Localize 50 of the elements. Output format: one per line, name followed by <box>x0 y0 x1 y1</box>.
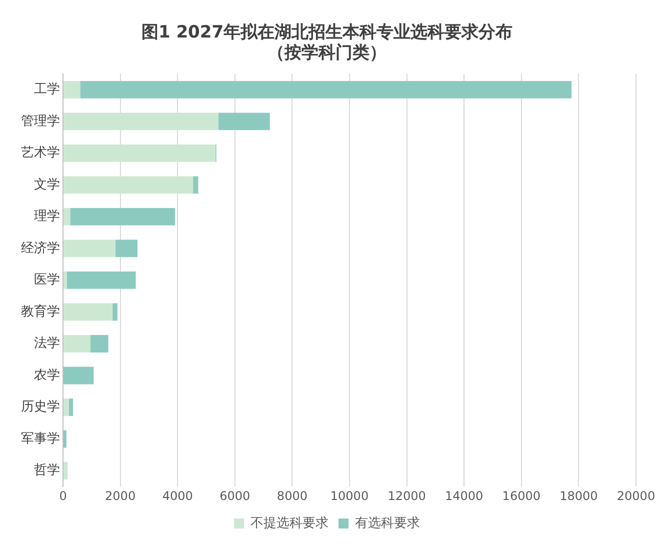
text: 图1 2027年拟在湖北招生本科专业选科要求分布 <box>141 22 513 43</box>
y-tick-label: 农学 <box>34 368 60 383</box>
bar <box>64 334 90 352</box>
x-tick-label: 4000 <box>162 488 193 503</box>
bar <box>90 334 108 352</box>
y-tick-label: 教育学 <box>21 303 60 320</box>
x-tick-label: 20000 <box>616 488 656 503</box>
bar <box>70 208 176 226</box>
legend-label: 有选科要求 <box>355 516 420 531</box>
x-tick-label: 0 <box>59 488 67 503</box>
bar <box>64 176 194 194</box>
bar <box>112 303 118 321</box>
y-tick-label: 工学 <box>34 82 60 98</box>
bar <box>64 398 70 416</box>
y-tick-label: 军事学 <box>21 431 60 446</box>
bar <box>69 398 74 416</box>
y-tick-label: 文学 <box>34 177 60 192</box>
bar <box>67 271 136 289</box>
bar <box>64 366 94 384</box>
bar <box>64 208 70 226</box>
bar <box>64 462 68 480</box>
y-tick-label: 医学 <box>34 272 60 288</box>
bar <box>64 144 216 162</box>
x-tick-label: 18000 <box>560 488 598 503</box>
y-tick-label: 艺术学 <box>21 146 60 161</box>
y-tick-label: 哲学 <box>34 463 60 478</box>
y-tick-label: 管理学 <box>21 114 60 129</box>
bar <box>115 240 138 258</box>
y-tick-label: 经济学 <box>21 240 60 256</box>
y-tick-label: 法学 <box>34 336 60 352</box>
x-tick-label: 10000 <box>330 488 369 503</box>
bar <box>64 80 80 98</box>
bar <box>64 430 66 448</box>
bar <box>64 303 113 321</box>
bar <box>193 176 198 194</box>
y-tick-label: 理学 <box>34 209 60 224</box>
x-tick-label: 14000 <box>445 488 484 503</box>
bar <box>218 112 270 130</box>
x-tick-label: 8000 <box>276 488 308 503</box>
bar <box>64 271 68 289</box>
x-tick-label: 16000 <box>502 488 540 503</box>
bar <box>64 240 116 258</box>
bar <box>64 112 218 130</box>
x-tick-label: 6000 <box>220 488 250 503</box>
text: （按学科门类） <box>268 43 386 64</box>
y-tick-label: 历史学 <box>21 400 60 415</box>
x-tick-label: 2000 <box>105 488 136 503</box>
bar <box>80 80 572 98</box>
legend-label: 不提选科要求 <box>250 516 328 531</box>
x-tick-label: 12000 <box>388 488 426 503</box>
